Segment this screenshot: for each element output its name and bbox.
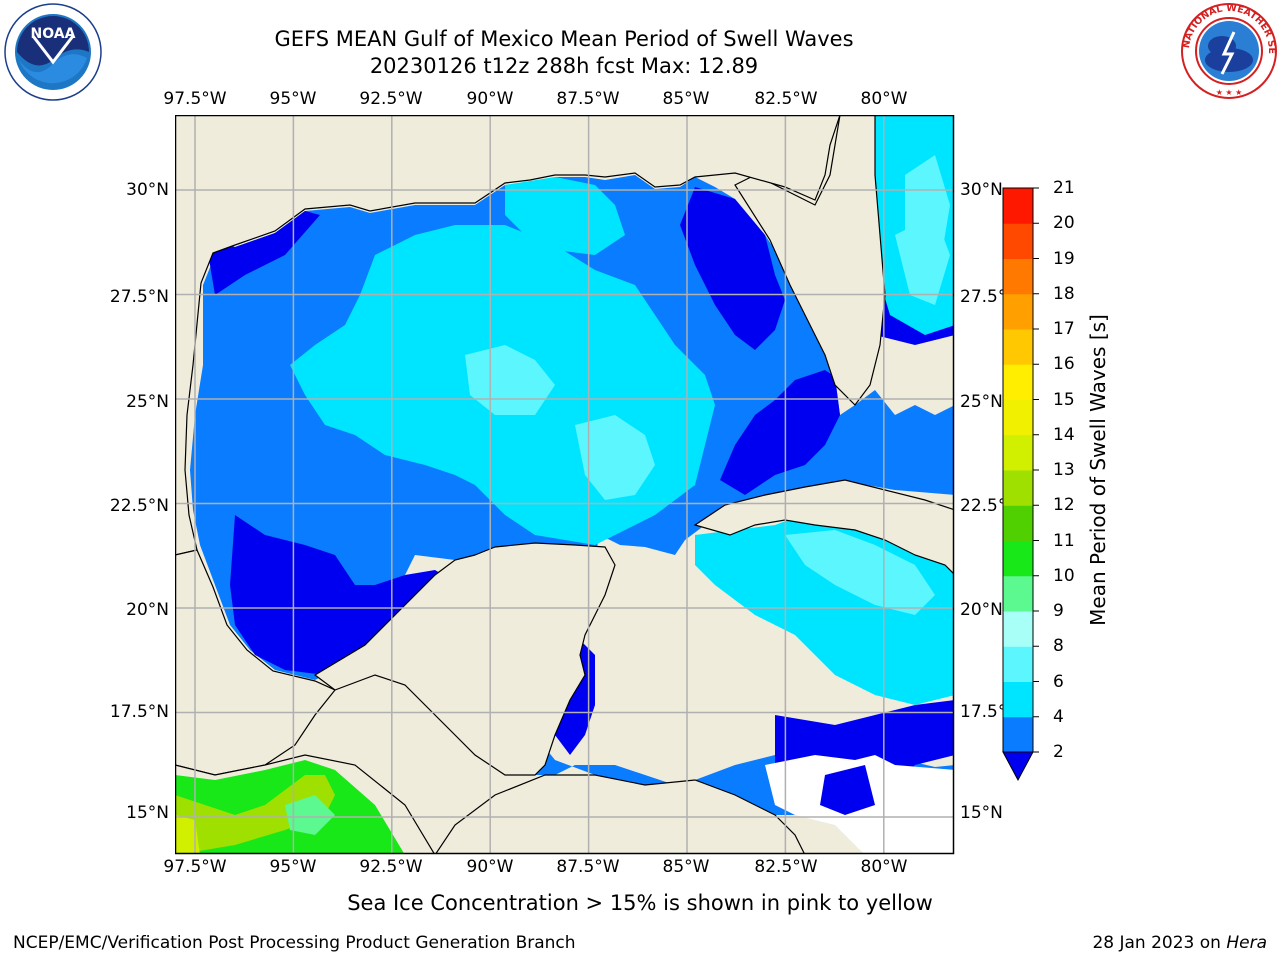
colorbar-segment: [1003, 681, 1033, 718]
lon-label-top: 97.5°W: [163, 89, 227, 109]
colorbar-segment: [1003, 575, 1033, 612]
colorbar-label: Mean Period of Swell Waves [s]: [1086, 314, 1110, 626]
colorbar-extend-arrow: [1002, 751, 1034, 782]
lon-label-bottom: 85°W: [662, 857, 710, 877]
lat-label-left: 27.5°N: [109, 287, 169, 307]
lon-label-top: 95°W: [269, 89, 317, 109]
lat-label-right: 30°N: [960, 180, 1003, 200]
lat-label-right: 20°N: [960, 600, 1003, 620]
lat-label-left: 22.5°N: [109, 496, 169, 516]
pacific-water: [175, 815, 200, 854]
colorbar-segment: [1003, 223, 1033, 259]
colorbar-segment: [1003, 611, 1033, 647]
lon-label-bottom: 80°W: [860, 857, 908, 877]
lat-label-left: 30°N: [126, 180, 169, 200]
colorbar-segment: [1003, 646, 1033, 682]
colorbar-tick-label: 6: [1053, 671, 1064, 692]
pacific-water: [285, 795, 335, 835]
lon-label-top: 92.5°W: [359, 89, 423, 109]
colorbar-tick-label: 4: [1053, 706, 1064, 727]
light-cyan-patch: [785, 530, 935, 615]
colorbar-segment: [1003, 540, 1033, 577]
footer-date: 28 Jan 2023 on Hera: [1092, 933, 1267, 953]
light-cyan-patch: [575, 415, 655, 500]
colorbar-tick-label: 8: [1053, 636, 1064, 657]
footer-credit: NCEP/EMC/Verification Post Processing Pr…: [13, 933, 576, 953]
lat-label-left: 20°N: [126, 600, 169, 620]
lon-label-bottom: 82.5°W: [754, 857, 818, 877]
colorbar-tick-label: 11: [1053, 530, 1075, 551]
colorbar-segment: [1003, 716, 1033, 753]
colorbar-tick-label: 16: [1053, 354, 1075, 375]
colorbar-segment: [1003, 329, 1033, 365]
colorbar-tick-label: 10: [1053, 565, 1075, 586]
lon-label-top: 85°W: [662, 89, 710, 109]
colorbar-segment: [1003, 399, 1033, 436]
cyan-region: [505, 177, 625, 255]
lon-label-bottom: 97.5°W: [163, 857, 227, 877]
colorbar-tick-label: 20: [1053, 213, 1075, 234]
colorbar-tick-label: 14: [1053, 424, 1075, 445]
chart-title: GEFS MEAN Gulf of Mexico Mean Period of …: [274, 27, 854, 51]
nws-logo: NATIONAL WEATHER SERVICE ★ ★ ★: [1180, 2, 1277, 99]
lon-label-bottom: 90°W: [466, 857, 514, 877]
colorbar-segment: [1003, 505, 1033, 541]
lat-label-right: 25°N: [960, 392, 1003, 412]
lat-label-left: 15°N: [126, 803, 169, 823]
colorbar-tick-label: 19: [1053, 248, 1075, 269]
colorbar-tick-label: 18: [1053, 283, 1075, 304]
noaa-logo-text: NOAA: [31, 26, 76, 42]
colorbar-tick-label: 2: [1053, 742, 1064, 762]
lon-label-bottom: 87.5°W: [556, 857, 620, 877]
deep-blue-patch: [205, 211, 320, 295]
light-cyan-patch: [895, 215, 950, 305]
noaa-logo: NOAA: [4, 3, 102, 101]
colorbar-tick-label: 13: [1053, 460, 1075, 480]
yucatan-land: [313, 542, 616, 776]
colorbar-tick-label: 21: [1053, 178, 1075, 198]
pacific-water: [175, 775, 335, 854]
colorbar-segment: [1003, 470, 1033, 506]
lat-label-left: 25°N: [126, 392, 169, 412]
footer-date-text: 28 Jan 2023 on: [1092, 933, 1227, 953]
gridlines: [175, 115, 954, 854]
lon-label-top: 82.5°W: [754, 89, 818, 109]
light-cyan-patch: [465, 345, 555, 415]
chart-subtitle: 20230126 t12z 288h fcst Max: 12.89: [369, 54, 759, 78]
colorbar-segment: [1003, 364, 1033, 400]
deep-blue-patch: [720, 370, 840, 495]
colorbar-segment: [1003, 434, 1033, 471]
no-data-region: [820, 765, 875, 815]
lon-label-bottom: 95°W: [269, 857, 317, 877]
lon-label-bottom: 92.5°W: [359, 857, 423, 877]
lat-label-left: 17.5°N: [109, 702, 169, 722]
florida-land: [734, 115, 886, 406]
footer-host: Hera: [1226, 933, 1267, 953]
lon-label-top: 80°W: [860, 89, 908, 109]
map-frame: [175, 115, 955, 855]
lon-label-top: 87.5°W: [556, 89, 620, 109]
map-panel: [175, 115, 955, 855]
svg-text:★ ★ ★: ★ ★ ★: [1216, 88, 1243, 97]
colorbar-tick-label: 15: [1053, 389, 1075, 410]
lat-label-right: 15°N: [960, 803, 1003, 823]
colorbar-segment: [1003, 258, 1033, 295]
lon-label-top: 90°W: [466, 89, 514, 109]
colorbar-tick-label: 17: [1053, 319, 1075, 339]
colorbar-tick-label: 12: [1053, 495, 1075, 516]
deep-blue-patch: [680, 187, 785, 350]
colorbar: [1002, 187, 1039, 782]
colorbar-segment: [1003, 293, 1033, 330]
cyan-region: [695, 500, 954, 705]
colorbar-segment: [1003, 188, 1033, 224]
sea-ice-note: Sea Ice Concentration > 15% is shown in …: [347, 891, 933, 915]
colorbar-tick-label: 9: [1053, 601, 1064, 621]
